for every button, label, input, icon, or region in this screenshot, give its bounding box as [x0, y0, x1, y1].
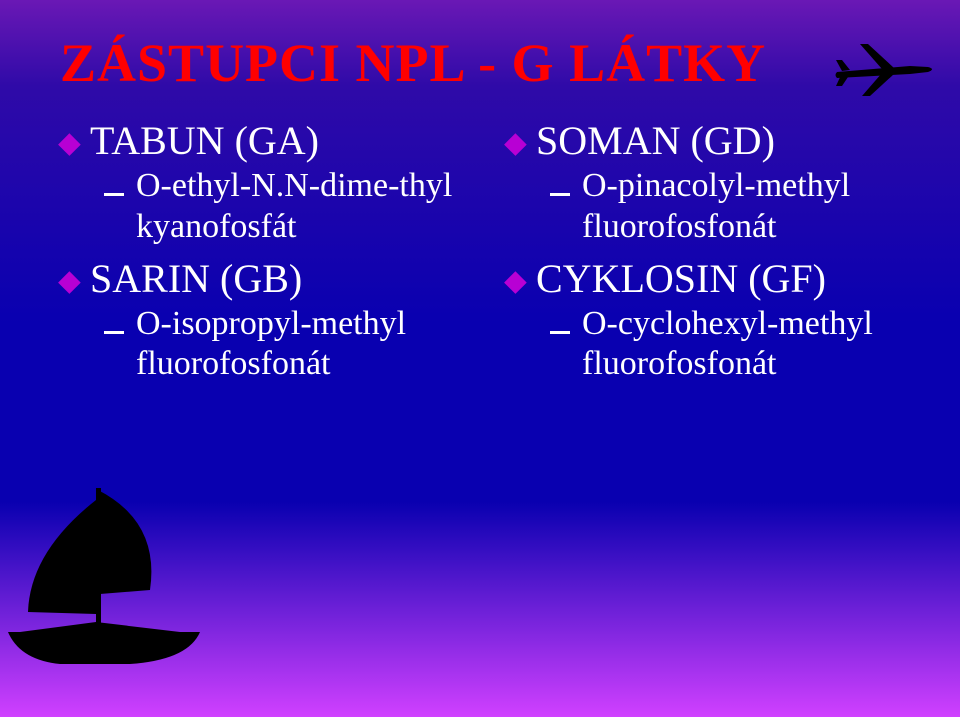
level2-text: O-isopropyl-methyl fluorofosfonát: [136, 304, 470, 386]
level2-text: O-cyclohexyl-methyl fluorofosfonát: [582, 304, 916, 386]
bullet-item: TABUN (GA)O-ethyl-N.N-dime-thyl kyanofos…: [60, 118, 470, 248]
level1-text: SARIN (GB): [90, 256, 302, 302]
diamond-bullet-icon: [58, 133, 81, 156]
dash-bullet-icon: [104, 331, 124, 334]
dash-bullet-icon: [550, 193, 570, 196]
bullet-item: SOMAN (GD)O-pinacolyl-methyl fluorofosfo…: [506, 118, 916, 248]
level2-row: O-cyclohexyl-methyl fluorofosfonát: [550, 304, 916, 386]
diamond-bullet-icon: [504, 133, 527, 156]
right-column: SOMAN (GD)O-pinacolyl-methyl fluorofosfo…: [506, 118, 916, 393]
diamond-bullet-icon: [58, 271, 81, 294]
slide-content: ZÁSTUPCI NPL - G LÁTKY TABUN (GA)O-ethyl…: [0, 0, 960, 717]
left-column: TABUN (GA)O-ethyl-N.N-dime-thyl kyanofos…: [60, 118, 470, 393]
level2-row: O-isopropyl-methyl fluorofosfonát: [104, 304, 470, 386]
level1-row: SOMAN (GD): [506, 118, 916, 164]
level1-text: TABUN (GA): [90, 118, 319, 164]
dash-bullet-icon: [104, 193, 124, 196]
dash-bullet-icon: [550, 331, 570, 334]
level2-text: O-pinacolyl-methyl fluorofosfonát: [582, 166, 916, 248]
level2-text: O-ethyl-N.N-dime-thyl kyanofosfát: [136, 166, 470, 248]
slide: ZÁSTUPCI NPL - G LÁTKY TABUN (GA)O-ethyl…: [0, 0, 960, 717]
level1-text: CYKLOSIN (GF): [536, 256, 826, 302]
level2-row: O-ethyl-N.N-dime-thyl kyanofosfát: [104, 166, 470, 248]
bullet-item: SARIN (GB)O-isopropyl-methyl fluorofosfo…: [60, 256, 470, 386]
diamond-bullet-icon: [504, 271, 527, 294]
level1-row: CYKLOSIN (GF): [506, 256, 916, 302]
level1-row: SARIN (GB): [60, 256, 470, 302]
level2-row: O-pinacolyl-methyl fluorofosfonát: [550, 166, 916, 248]
level1-text: SOMAN (GD): [536, 118, 775, 164]
columns: TABUN (GA)O-ethyl-N.N-dime-thyl kyanofos…: [60, 118, 916, 393]
slide-title: ZÁSTUPCI NPL - G LÁTKY: [60, 32, 916, 94]
bullet-item: CYKLOSIN (GF)O-cyclohexyl-methyl fluorof…: [506, 256, 916, 386]
level1-row: TABUN (GA): [60, 118, 470, 164]
